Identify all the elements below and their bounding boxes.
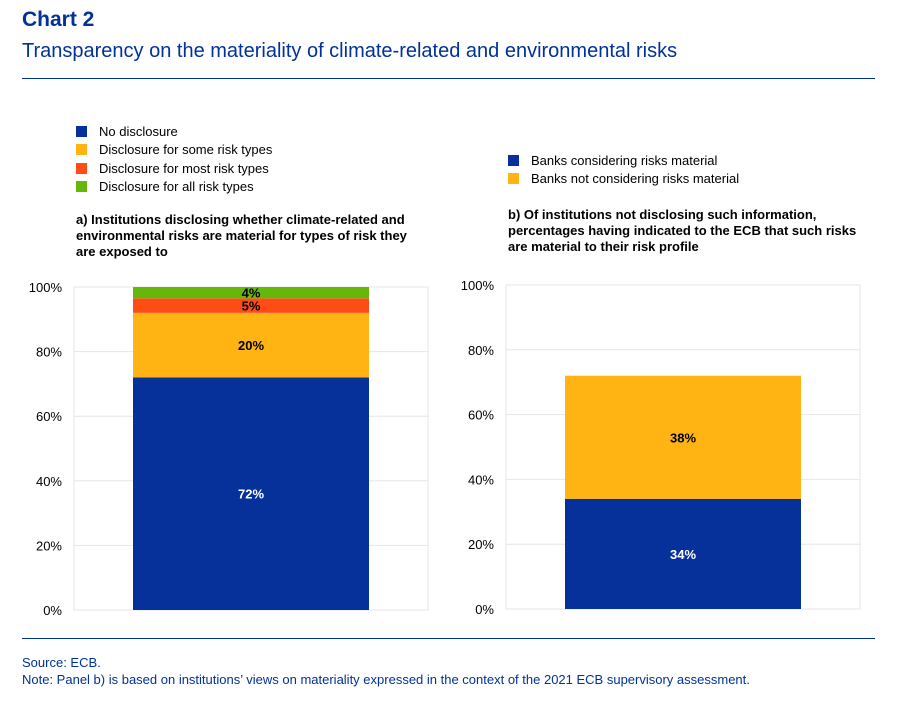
legend-b: Banks considering risks material Banks n…: [508, 151, 739, 188]
legend-swatch: [76, 125, 87, 137]
panel-b-title: b) Of institutions not disclosing such i…: [508, 207, 857, 254]
y-tick-label: 40%: [468, 472, 494, 487]
bar-segment: [565, 375, 801, 499]
y-tick-label: 80%: [36, 345, 62, 360]
y-tick-label: 60%: [36, 409, 62, 424]
footer-divider: [22, 638, 875, 639]
y-tick-label: 80%: [468, 343, 494, 358]
legend-label: Banks considering risks material: [531, 152, 718, 168]
chart-subtitle: Transparency on the materiality of clima…: [22, 40, 678, 62]
bar-segment: [133, 287, 369, 299]
y-tick-label: 0%: [475, 602, 494, 617]
legend-label: No disclosure: [99, 123, 178, 139]
footnote: Note: Panel b) is based on institutions’…: [22, 672, 750, 687]
legend-item: Disclosure for most risk types: [76, 159, 272, 178]
data-label: 72%: [238, 487, 264, 502]
chart-title: Chart 2: [22, 8, 95, 31]
legend-item: Banks not considering risks material: [508, 170, 739, 189]
y-tick-label: 100%: [29, 280, 63, 295]
legend-swatch: [76, 181, 87, 193]
y-tick-label: 40%: [36, 474, 62, 489]
data-label: 4%: [242, 286, 261, 301]
panel-a-title: a) Institutions disclosing whether clima…: [76, 212, 407, 259]
y-tick-label: 100%: [461, 278, 495, 293]
legend-label: Banks not considering risks material: [531, 171, 740, 187]
panel-b-plot: 0% 20% 40% 60% 80% 100% 34% 38%: [461, 278, 861, 617]
y-tick-label: 60%: [468, 408, 494, 423]
data-label: 5%: [242, 299, 261, 314]
bar-segment: [133, 377, 369, 610]
legend-label: Disclosure for some risk types: [99, 142, 273, 158]
legend-swatch: [508, 173, 519, 185]
data-label: 34%: [670, 547, 696, 562]
legend-swatch: [76, 162, 87, 174]
panel-a-plot: 0% 20% 40% 60% 80% 100% 72% 20% 5%4%: [29, 280, 429, 618]
data-label: 38%: [670, 430, 696, 445]
bar-segment: [133, 298, 369, 313]
legend-swatch: [76, 144, 87, 156]
legend-item: Disclosure for all risk types: [76, 178, 272, 197]
y-tick-label: 0%: [43, 603, 62, 618]
header-divider: [22, 78, 875, 79]
legend-a: No disclosure Disclosure for some risk t…: [76, 122, 272, 196]
source-note: Source: ECB.: [22, 655, 101, 670]
y-tick-label: 20%: [36, 538, 62, 553]
legend-label: Disclosure for most risk types: [99, 160, 269, 176]
data-label: 20%: [238, 338, 264, 353]
legend-item: No disclosure: [76, 122, 272, 141]
legend-label: Disclosure for all risk types: [99, 179, 254, 195]
y-tick-label: 20%: [468, 537, 494, 552]
legend-item: Banks considering risks material: [508, 151, 739, 170]
legend-item: Disclosure for some risk types: [76, 141, 272, 160]
bar-segment: [565, 498, 801, 609]
bar-segment: [133, 312, 369, 378]
legend-swatch: [508, 154, 519, 166]
